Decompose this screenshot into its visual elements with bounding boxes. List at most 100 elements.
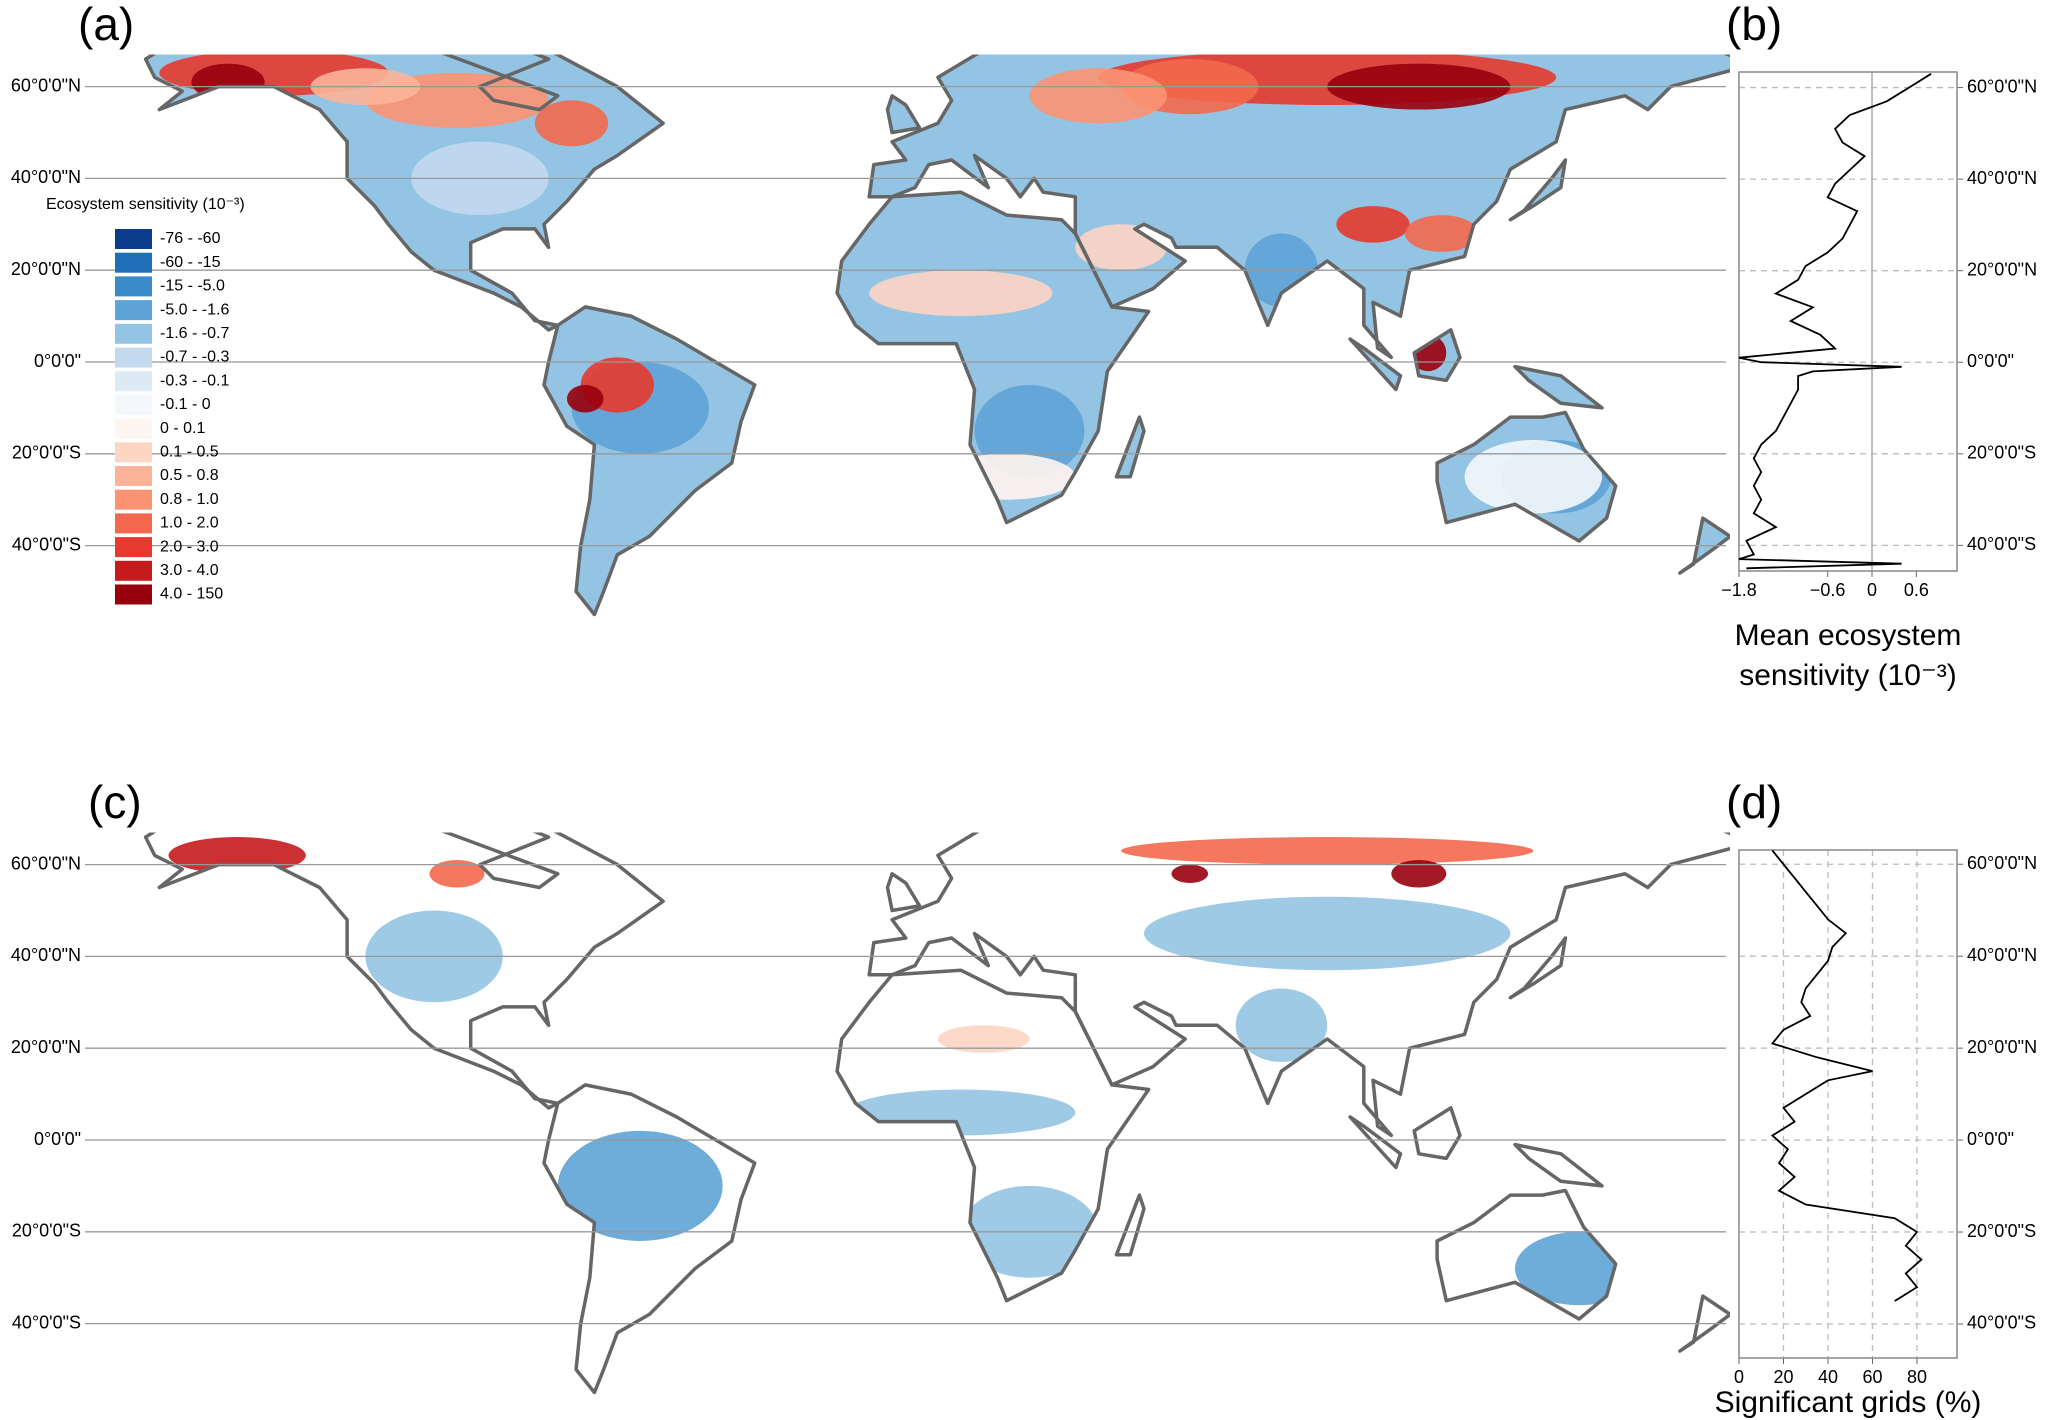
patch bbox=[937, 453, 1076, 500]
x-tick-label: −1.8 bbox=[1721, 580, 1757, 600]
patch bbox=[1405, 215, 1479, 252]
coastline bbox=[1114, 1193, 1146, 1257]
profile-line bbox=[1770, 849, 1923, 1302]
legend-swatch bbox=[115, 323, 152, 344]
x-axis-title: sensitivity (10⁻³) bbox=[1739, 659, 1957, 692]
map-patches bbox=[159, 54, 1612, 514]
coastline bbox=[441, 832, 560, 890]
patch bbox=[869, 270, 1053, 317]
coastline bbox=[867, 54, 1730, 360]
coastline bbox=[542, 305, 757, 617]
latitude-label: 20°0'0"S bbox=[12, 1221, 81, 1241]
legend-label: -76 - -60 bbox=[160, 230, 221, 247]
patch bbox=[566, 384, 604, 413]
coastline bbox=[1114, 415, 1146, 479]
legend-swatch bbox=[115, 371, 152, 392]
land bbox=[544, 306, 755, 615]
legend-swatch bbox=[115, 442, 152, 463]
y-tick-label: 20°0'0"S bbox=[1967, 1221, 2036, 1241]
legend-swatch bbox=[115, 418, 152, 439]
legend-swatch bbox=[115, 513, 152, 534]
y-tick-label: 40°0'0"N bbox=[1967, 168, 2037, 188]
coastline bbox=[1348, 337, 1403, 392]
x-tick-label: 0 bbox=[1734, 1367, 1744, 1387]
legend-swatch bbox=[115, 229, 152, 249]
patch bbox=[937, 1025, 1030, 1053]
map bbox=[143, 832, 1730, 1395]
coastline bbox=[1412, 1106, 1462, 1161]
legend-swatch bbox=[115, 347, 152, 368]
legend-label: -60 - -15 bbox=[160, 254, 221, 271]
legend-label: 2.0 - 3.0 bbox=[160, 538, 219, 555]
legend-swatch bbox=[115, 537, 152, 558]
land bbox=[887, 873, 920, 911]
x-tick-label: 60 bbox=[1862, 1367, 1882, 1387]
legend-label: 0 - 0.1 bbox=[160, 420, 205, 437]
latitude-label: 40°0'0"N bbox=[11, 945, 81, 965]
coastline bbox=[1678, 1294, 1730, 1353]
latitude-label: 0°0'0" bbox=[34, 1129, 81, 1149]
coastline bbox=[1348, 1115, 1403, 1170]
coastline bbox=[143, 54, 665, 332]
x-axis-title: Mean ecosystem bbox=[1735, 619, 1962, 652]
y-tick-label: 60°0'0"N bbox=[1967, 853, 2037, 873]
legend-label: -0.1 - 0 bbox=[160, 396, 211, 413]
x-tick-label: 20 bbox=[1773, 1367, 1793, 1387]
map bbox=[143, 54, 1730, 617]
panel-label: (c) bbox=[88, 776, 142, 828]
legend-swatch bbox=[115, 560, 152, 581]
panel-label: (b) bbox=[1726, 0, 1782, 50]
land bbox=[1414, 1107, 1460, 1159]
coastline bbox=[885, 94, 922, 135]
latitude-label: 20°0'0"N bbox=[11, 1037, 81, 1057]
coastline bbox=[835, 968, 1151, 1303]
y-tick-label: 20°0'0"N bbox=[1967, 259, 2037, 279]
y-tick-label: 60°0'0"N bbox=[1967, 76, 2037, 96]
land bbox=[1515, 366, 1602, 408]
latitude-label: 20°0'0"S bbox=[12, 443, 81, 463]
x-tick-label: 80 bbox=[1907, 1367, 1927, 1387]
y-tick-label: 40°0'0"N bbox=[1967, 945, 2037, 965]
legend-swatch bbox=[115, 489, 152, 510]
patch bbox=[557, 1130, 723, 1241]
legend-label: -0.7 - -0.3 bbox=[160, 349, 229, 366]
coastline bbox=[542, 1083, 757, 1395]
x-tick-label: 40 bbox=[1818, 1367, 1838, 1387]
patch bbox=[534, 100, 609, 147]
x-tick-label: 0.6 bbox=[1904, 580, 1929, 600]
legend-label: 0.1 - 0.5 bbox=[160, 444, 219, 461]
patch bbox=[1171, 864, 1209, 883]
legend-swatch bbox=[115, 252, 152, 273]
coastline bbox=[1435, 1188, 1618, 1321]
legend-label: 3.0 - 4.0 bbox=[160, 562, 219, 579]
coastline bbox=[1412, 328, 1462, 383]
plot-frame bbox=[1738, 849, 1958, 1359]
land bbox=[145, 54, 664, 330]
y-tick-label: 40°0'0"S bbox=[1967, 534, 2036, 554]
y-tick-label: 0°0'0" bbox=[1967, 351, 2014, 371]
profile-line bbox=[1738, 73, 1932, 570]
patch bbox=[1336, 205, 1410, 243]
y-tick-label: 20°0'0"N bbox=[1967, 1037, 2037, 1057]
latitude-label: 40°0'0"S bbox=[12, 1312, 81, 1332]
land bbox=[869, 832, 1730, 1136]
legend-label: 0.8 - 1.0 bbox=[160, 491, 219, 508]
patch bbox=[1464, 440, 1603, 514]
coastline bbox=[1513, 1142, 1604, 1188]
y-tick-label: 0°0'0" bbox=[1967, 1129, 2014, 1149]
patch bbox=[168, 837, 306, 874]
coastline bbox=[1508, 158, 1568, 222]
panel-label: (d) bbox=[1726, 776, 1782, 828]
coastline bbox=[441, 54, 560, 112]
patch bbox=[191, 63, 265, 101]
latitude-label: 0°0'0" bbox=[34, 351, 81, 371]
y-tick-label: 40°0'0"S bbox=[1967, 1313, 2036, 1333]
latitude-label: 20°0'0"N bbox=[11, 259, 81, 279]
patch bbox=[1121, 837, 1534, 865]
coastline bbox=[1508, 936, 1568, 1000]
legend-swatch bbox=[115, 394, 152, 415]
latitude-label: 60°0'0"N bbox=[11, 853, 81, 873]
legend-label: 1.0 - 2.0 bbox=[160, 515, 219, 532]
